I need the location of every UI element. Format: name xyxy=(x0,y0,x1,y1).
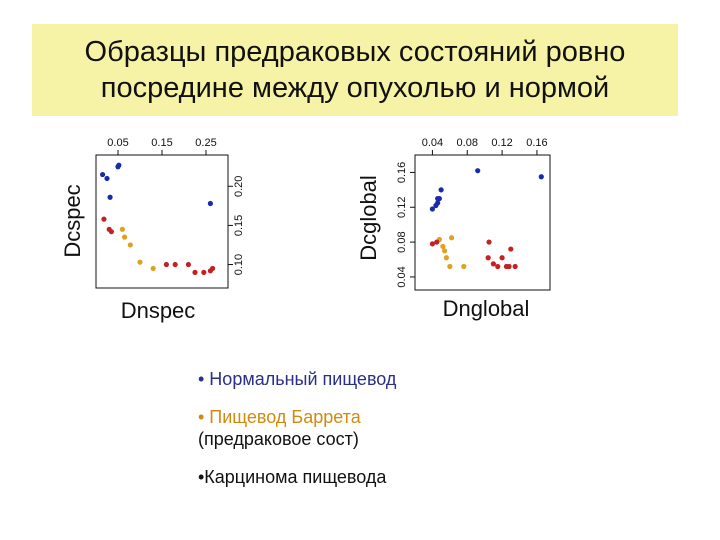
chart-1-xlabel: Dnspec xyxy=(121,298,196,323)
barrett-point xyxy=(119,226,125,232)
legend-barrett-sublabel: (предраковое сост) xyxy=(198,429,359,449)
y-tick-label: 0.20 xyxy=(233,176,245,197)
title-box: Образцы предраковых состояний ровно поср… xyxy=(32,24,678,116)
barrett-point xyxy=(122,234,128,240)
normal-point xyxy=(538,174,544,180)
title-line-1: Образцы предраковых состояний ровно xyxy=(84,36,626,68)
x-tick-label: 0.25 xyxy=(195,137,216,149)
carcinoma-point xyxy=(485,255,491,261)
x-tick-label: 0.15 xyxy=(151,137,172,149)
chart-1-ylabel: Dcspec xyxy=(60,184,85,257)
carcinoma-point xyxy=(434,239,440,245)
barrett-point xyxy=(442,248,448,254)
title-line-2: посредине между опухолью и нормой xyxy=(100,72,610,104)
y-tick-label: 0.12 xyxy=(396,197,408,218)
normal-point xyxy=(116,162,122,168)
x-tick-label: 0.04 xyxy=(422,137,443,149)
carcinoma-point xyxy=(101,216,107,222)
normal-point xyxy=(429,206,436,212)
carcinoma-point xyxy=(495,263,501,270)
normal-point xyxy=(107,194,113,200)
carcinoma-point xyxy=(429,241,436,247)
barrett-point xyxy=(440,243,446,250)
normal-point xyxy=(435,200,441,206)
carcinoma-point xyxy=(201,269,207,275)
chart-2-points xyxy=(429,168,544,270)
legend: • Нормальный пищевод • Пищевод Баррета (… xyxy=(198,368,518,504)
legend-carcinoma-label: •Карцинома пищевода xyxy=(198,467,387,487)
carcinoma-point xyxy=(508,246,514,252)
normal-point xyxy=(475,168,481,174)
barrett-point xyxy=(448,235,455,241)
carcinoma-point xyxy=(172,261,178,268)
chart-1-frame xyxy=(95,154,229,289)
normal-point xyxy=(104,175,110,182)
chart-1-points xyxy=(100,162,216,275)
barrett-point xyxy=(461,263,467,270)
y-tick-label: 0.16 xyxy=(396,162,408,183)
normal-point xyxy=(207,200,213,207)
chart-2-ticks: 0.04 0.08 0.12 0.16 0.04 0.08 0.12 0.16 xyxy=(396,137,548,288)
normal-point xyxy=(100,171,106,178)
legend-item-barrett: • Пищевод Баррета (предраковое сост) xyxy=(198,406,518,450)
x-tick-label: 0.08 xyxy=(457,137,478,149)
barrett-point xyxy=(127,242,133,248)
chart-2-ylabel: Dcglobal xyxy=(356,175,381,261)
y-tick-label: 0.15 xyxy=(233,215,245,236)
barrett-point xyxy=(447,263,453,270)
carcinoma-point xyxy=(185,261,191,268)
carcinoma-point xyxy=(108,229,114,235)
carcinoma-point xyxy=(512,263,518,270)
legend-barrett-label: • Пищевод Баррета xyxy=(198,407,361,427)
x-tick-label: 0.16 xyxy=(526,137,547,149)
chart-1-ticks: 0.05 0.15 0.25 0.10 0.15 0.20 xyxy=(107,137,245,275)
carcinoma-point xyxy=(499,255,505,261)
normal-point xyxy=(438,187,444,193)
carcinoma-point xyxy=(192,269,198,275)
carcinoma-point xyxy=(490,261,496,267)
legend-item-normal: • Нормальный пищевод xyxy=(198,368,518,390)
carcinoma-point xyxy=(163,261,169,268)
y-tick-label: 0.08 xyxy=(396,231,408,252)
x-tick-label: 0.12 xyxy=(491,137,512,149)
barrett-point xyxy=(150,265,156,272)
carcinoma-point xyxy=(506,263,512,270)
chart-2-frame xyxy=(414,154,551,291)
chart-2-xlabel: Dnglobal xyxy=(443,296,530,321)
barrett-point xyxy=(137,259,143,265)
barrett-point xyxy=(443,255,449,261)
y-tick-label: 0.10 xyxy=(233,254,245,275)
legend-normal-label: • Нормальный пищевод xyxy=(198,369,397,389)
y-tick-label: 0.04 xyxy=(396,266,408,287)
normal-point xyxy=(435,195,441,202)
legend-item-carcinoma: •Карцинома пищевода xyxy=(198,466,518,488)
x-tick-label: 0.05 xyxy=(107,137,128,149)
carcinoma-point xyxy=(210,265,216,272)
carcinoma-point xyxy=(486,239,492,245)
